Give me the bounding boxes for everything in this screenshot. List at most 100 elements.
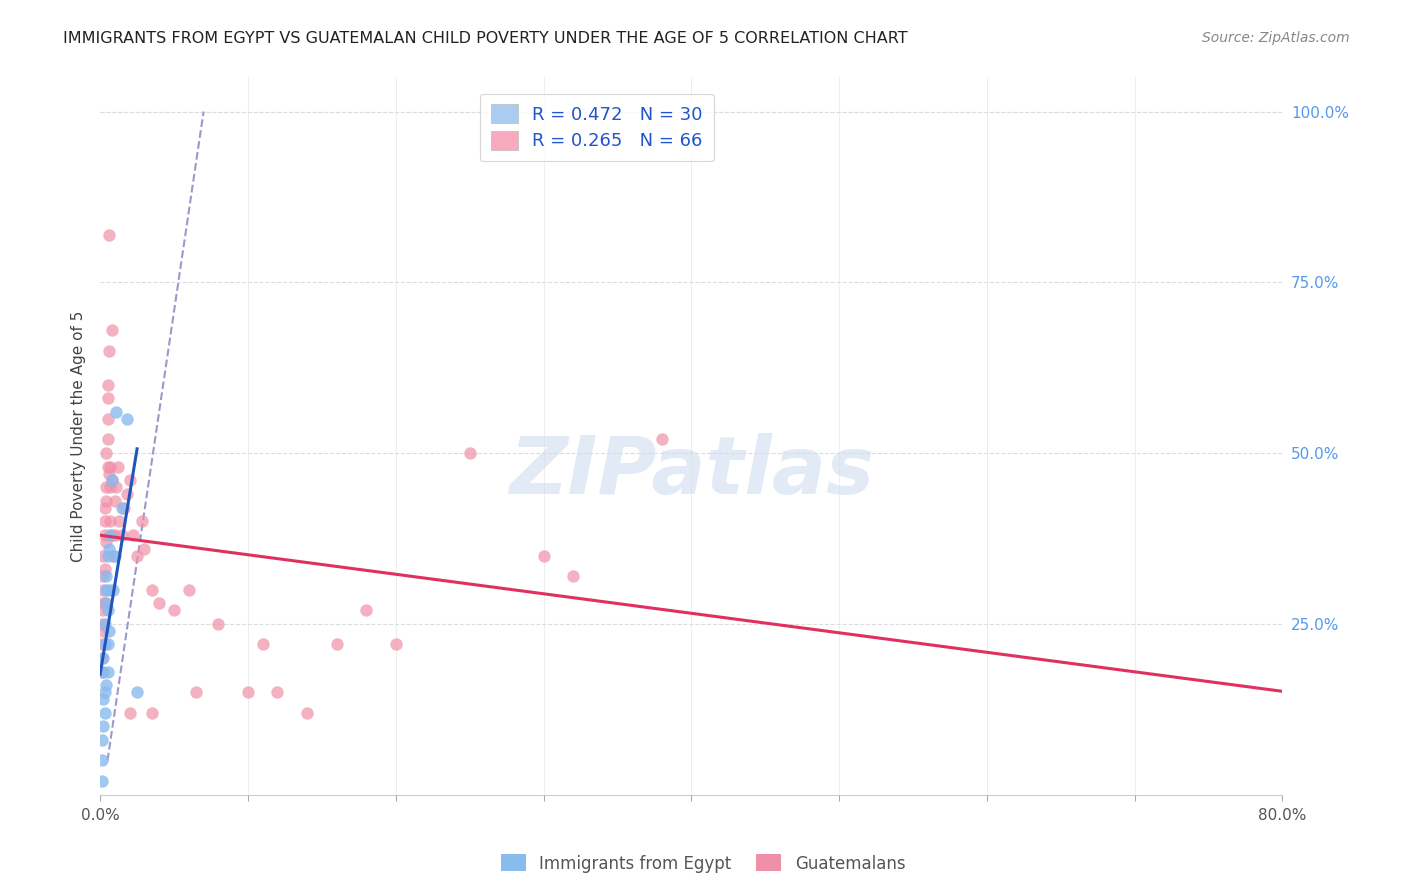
Text: ZIPatlas: ZIPatlas [509,433,873,511]
Point [91,692,114,706]
Point [96,392,118,406]
Point [100,528,122,542]
Point [112,500,135,515]
Point [100,459,122,474]
Point [94,678,117,692]
Point [91,651,114,665]
Point [104,549,127,563]
Point [101,474,124,488]
Point [101,474,124,488]
Point [105,405,128,419]
Point [90,754,112,768]
Point [91,596,114,610]
Point [115,412,138,426]
Point [177,582,200,597]
Point [101,528,124,542]
Point [96,459,118,474]
Point [98,467,121,481]
Point [91,719,114,733]
Point [98,624,121,638]
Point [94,534,117,549]
Point [163,603,186,617]
Point [91,665,114,679]
Point [186,685,208,699]
Point [94,582,117,597]
Point [354,603,377,617]
Point [90,733,112,747]
Point [93,706,115,720]
Point [100,480,122,494]
Point [91,582,114,597]
Point [90,651,112,665]
Point [90,616,112,631]
Legend: Immigrants from Egypt, Guatemalans: Immigrants from Egypt, Guatemalans [494,847,912,880]
Point [148,596,170,610]
Legend: R = 0.472   N = 30, R = 0.265   N = 66: R = 0.472 N = 30, R = 0.265 N = 66 [479,94,714,161]
Point [93,637,115,651]
Point [94,494,117,508]
Point [98,343,121,358]
Point [108,515,131,529]
Point [96,549,118,563]
Point [252,637,274,651]
Point [103,549,125,563]
Point [94,446,117,460]
Point [125,549,148,563]
Point [207,616,229,631]
Point [105,480,128,494]
Point [96,603,118,617]
Point [90,665,112,679]
Point [562,569,585,583]
Point [91,569,114,583]
Point [125,685,148,699]
Point [96,377,118,392]
Point [93,515,115,529]
Point [111,500,134,515]
Point [115,487,138,501]
Point [101,323,124,337]
Point [141,582,163,597]
Point [118,474,141,488]
Point [384,637,406,651]
Point [96,665,118,679]
Text: IMMIGRANTS FROM EGYPT VS GUATEMALAN CHILD POVERTY UNDER THE AGE OF 5 CORRELATION: IMMIGRANTS FROM EGYPT VS GUATEMALAN CHIL… [63,31,908,46]
Point [651,433,673,447]
Point [96,637,118,651]
Point [93,562,115,576]
Point [96,433,118,447]
Point [100,515,122,529]
Point [94,480,117,494]
Point [93,528,115,542]
Point [93,500,115,515]
Point [96,412,118,426]
Point [91,624,114,638]
Point [134,541,156,556]
Point [98,541,121,556]
Point [98,582,121,597]
Point [90,637,112,651]
Y-axis label: Child Poverty Under the Age of 5: Child Poverty Under the Age of 5 [72,310,86,562]
Point [103,582,125,597]
Point [98,227,121,242]
Point [236,685,259,699]
Point [93,596,115,610]
Point [104,528,127,542]
Point [94,596,117,610]
Point [266,685,288,699]
Point [107,459,129,474]
Point [94,569,117,583]
Point [118,706,141,720]
Point [93,616,115,631]
Point [104,494,127,508]
Point [458,446,481,460]
Point [131,515,153,529]
Point [90,773,112,788]
Point [533,549,555,563]
Point [91,603,114,617]
Point [141,706,163,720]
Point [111,528,134,542]
Text: Source: ZipAtlas.com: Source: ZipAtlas.com [1202,31,1350,45]
Point [325,637,347,651]
Point [93,685,115,699]
Point [295,706,318,720]
